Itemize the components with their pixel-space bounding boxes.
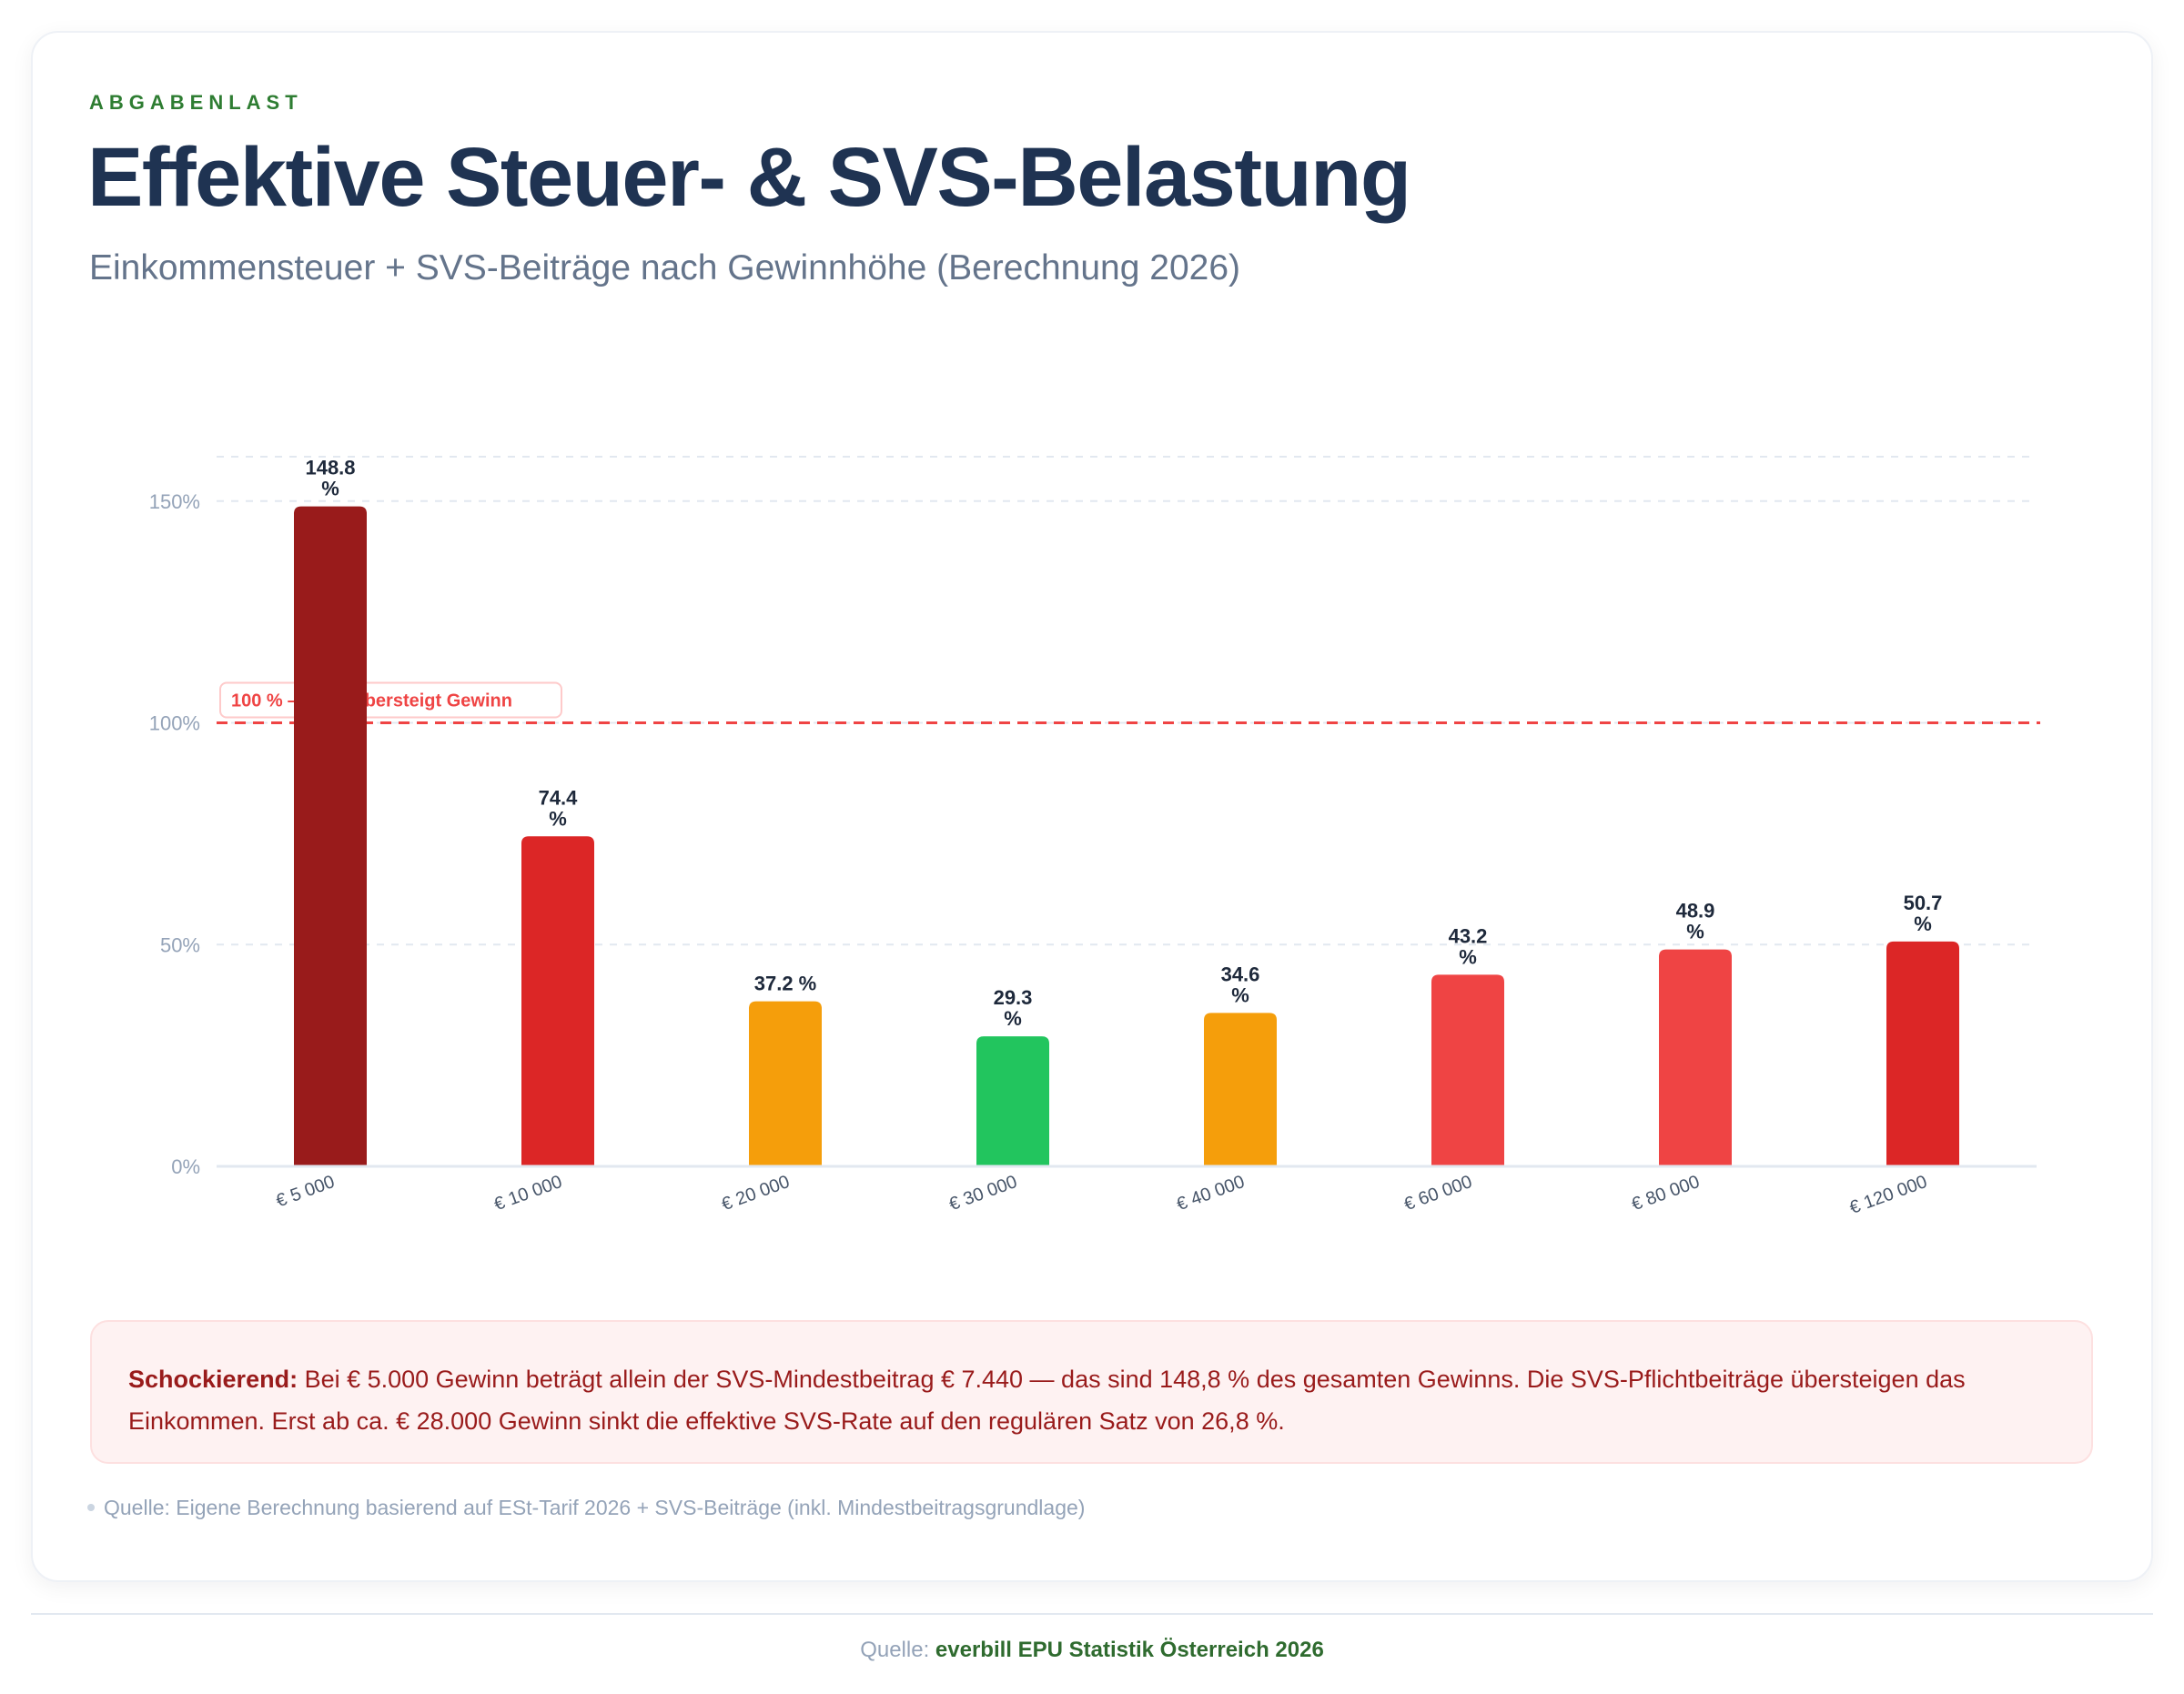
- bullet-dot-icon: [87, 1503, 95, 1511]
- y-tick-label: 50%: [160, 933, 200, 956]
- reference-line-group: 100 % — Last übersteigt Gewinn: [217, 681, 2040, 724]
- footer-source: everbill EPU Statistik Österreich 2026: [935, 1638, 1324, 1662]
- x-tick-label: € 120 000: [1847, 1172, 1930, 1218]
- data-label: 48.9: [1676, 900, 1715, 923]
- x-axis-ticks: € 5 000 € 10 000 € 20 000 € 30 000 € 40 000 €…: [273, 1172, 1929, 1218]
- bar[interactable]: [749, 1001, 822, 1166]
- x-tick-label: € 30 000: [946, 1172, 1020, 1215]
- bar[interactable]: [521, 836, 594, 1166]
- y-tick-label: 100%: [149, 712, 200, 735]
- x-tick-label: € 80 000: [1629, 1172, 1703, 1215]
- x-tick-label: € 60 000: [1401, 1172, 1475, 1215]
- data-label: %: [1231, 983, 1249, 1006]
- data-label: %: [549, 807, 567, 830]
- footer: Quelle: everbill EPU Statistik Österreic…: [0, 1636, 2184, 1665]
- bar[interactable]: [1659, 949, 1732, 1166]
- footer-label: Quelle:: [860, 1638, 930, 1662]
- eyebrow-label: ABGABENLAST: [89, 91, 303, 114]
- reference-label: 100 % — Last übersteigt Gewinn: [231, 691, 512, 711]
- x-tick-label: € 5 000: [273, 1172, 337, 1211]
- data-label: %: [1459, 945, 1477, 968]
- data-label: 148.8: [305, 457, 355, 479]
- bars: [294, 506, 1959, 1166]
- bar[interactable]: [1204, 1013, 1277, 1166]
- data-labels: 148.8%74.4%37.2 %29.3%34.6%43.2%48.9%50.…: [305, 457, 1942, 1031]
- source-note: Quelle: Eigene Berechnung basierend auf …: [87, 1494, 1085, 1521]
- source-note-text: Quelle: Eigene Berechnung basierend auf …: [104, 1496, 1086, 1519]
- x-tick-label: € 20 000: [719, 1172, 793, 1215]
- x-tick-label: € 40 000: [1174, 1172, 1248, 1215]
- footer-divider: [31, 1613, 2153, 1615]
- data-label: %: [1686, 921, 1704, 943]
- data-label: 37.2 %: [754, 973, 817, 995]
- bar[interactable]: [1431, 974, 1504, 1166]
- data-label: %: [1004, 1007, 1022, 1030]
- callout-text: Schockierend: Bei € 5.000 Gewinn beträgt…: [128, 1358, 2055, 1442]
- callout-lead: Schockierend:: [128, 1366, 298, 1393]
- page-title: Effektive Steuer- & SVS-Belastung: [87, 131, 1411, 224]
- warning-callout: Schockierend: Bei € 5.000 Gewinn beträgt…: [90, 1320, 2093, 1464]
- bar-chart: 0% 50% 100% 150% 100 % — Last übersteigt Ge…: [149, 456, 2040, 1218]
- data-label: 50.7: [1904, 892, 1943, 914]
- bar[interactable]: [294, 506, 367, 1166]
- data-label: %: [321, 478, 339, 500]
- data-label: 43.2: [1449, 924, 1488, 947]
- x-tick-label: € 10 000: [491, 1172, 565, 1215]
- page-subtitle: Einkommensteuer + SVS-Beiträge nach Gewi…: [89, 248, 1241, 287]
- data-label: 74.4: [539, 786, 579, 809]
- bar[interactable]: [976, 1036, 1049, 1166]
- y-axis-ticks: 0% 50% 100% 150%: [149, 490, 200, 1178]
- bar[interactable]: [1886, 941, 1959, 1166]
- callout-body: Bei € 5.000 Gewinn beträgt allein der SV…: [128, 1366, 1966, 1435]
- data-label: 34.6: [1221, 963, 1260, 985]
- data-label: 29.3: [994, 986, 1033, 1009]
- y-tick-label: 0%: [171, 1155, 200, 1178]
- data-label: %: [1914, 913, 1932, 935]
- y-tick-label: 150%: [149, 490, 200, 513]
